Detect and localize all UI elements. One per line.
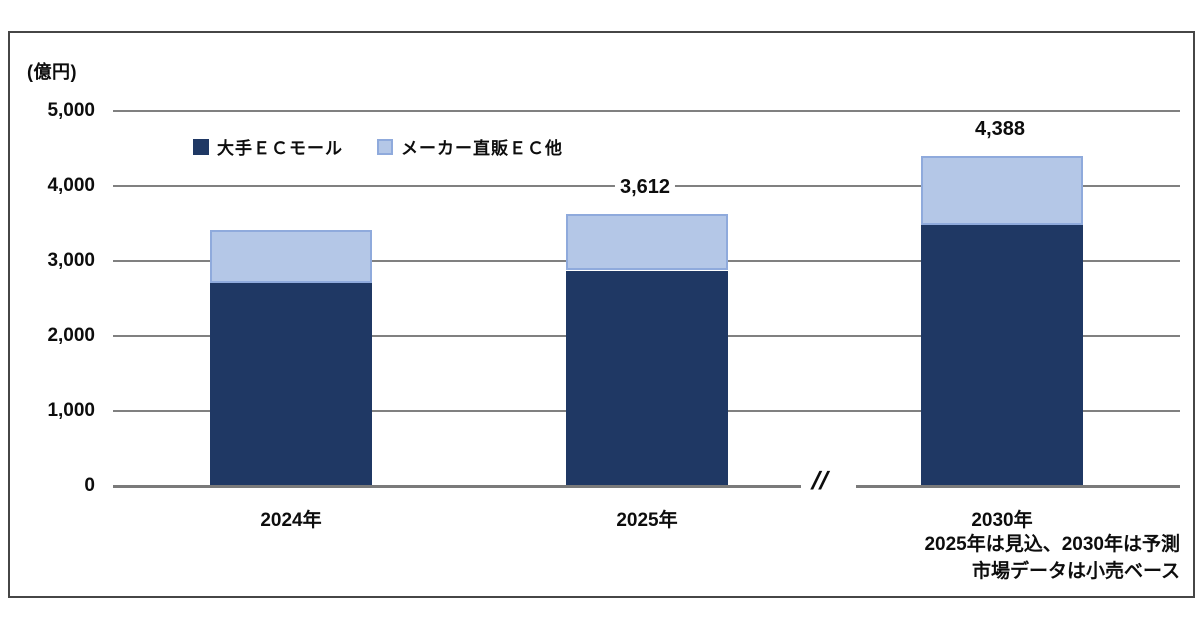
bar-total-label: 4,388 bbox=[969, 117, 1031, 141]
legend-item: メーカー直販ＥＣ他 bbox=[377, 134, 563, 159]
legend: 大手ＥＣモール メーカー直販ＥＣ他 bbox=[193, 134, 563, 159]
legend-label: メーカー直販ＥＣ他 bbox=[401, 139, 563, 158]
footnotes: 2025年は見込、2030年は予測 市場データは小売ベース bbox=[924, 531, 1180, 585]
bar-segment-2024年-メーカー直販ＥＣ他 bbox=[210, 230, 372, 284]
y-tick-label: 5,000 bbox=[47, 100, 95, 121]
bar-segment-2030年-大手ＥＣモール bbox=[921, 224, 1083, 485]
legend-item: 大手ＥＣモール bbox=[193, 134, 343, 159]
axis-break-symbol: // bbox=[810, 467, 830, 495]
legend-swatch-icon bbox=[193, 138, 209, 155]
y-tick-label: 2,000 bbox=[47, 325, 95, 346]
bar-segment-2025年-大手ＥＣモール bbox=[566, 270, 728, 485]
bar-segment-2025年-メーカー直販ＥＣ他 bbox=[566, 214, 728, 271]
x-axis-label-2024年: 2024年 bbox=[260, 510, 322, 531]
y-axis-unit-label: (億円) bbox=[27, 62, 77, 82]
x-axis-line-right bbox=[856, 485, 1180, 488]
x-axis-line-left bbox=[113, 485, 801, 488]
gridline bbox=[113, 110, 1180, 112]
footnote-line-1: 2025年は見込、2030年は予測 bbox=[924, 534, 1180, 555]
legend-swatch-icon bbox=[377, 138, 393, 155]
y-tick-label: 3,000 bbox=[47, 250, 95, 271]
x-axis-label-2025年: 2025年 bbox=[616, 510, 678, 531]
x-axis-label-2030年: 2030年 bbox=[971, 510, 1033, 531]
bar-segment-2024年-大手ＥＣモール bbox=[210, 283, 372, 485]
y-tick-label: 4,000 bbox=[47, 175, 95, 196]
legend-label: 大手ＥＣモール bbox=[217, 139, 343, 158]
y-tick-label: 1,000 bbox=[47, 400, 95, 421]
bar-segment-2030年-メーカー直販ＥＣ他 bbox=[921, 155, 1083, 225]
footnote-line-2: 市場データは小売ベース bbox=[971, 561, 1180, 582]
bar-total-label: 3,612 bbox=[614, 176, 676, 200]
y-tick-label: 0 bbox=[84, 475, 95, 496]
